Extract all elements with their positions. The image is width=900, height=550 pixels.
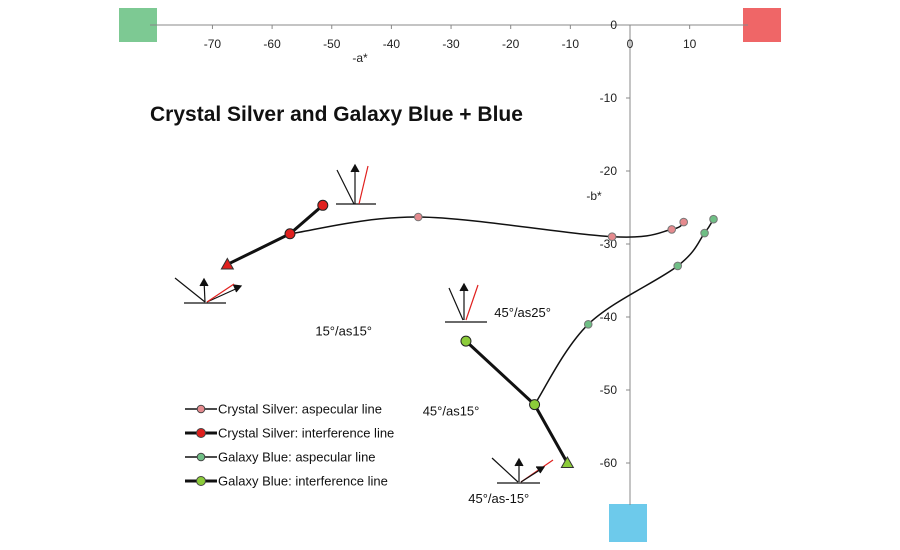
series-points	[220, 199, 718, 468]
data-point	[679, 217, 688, 227]
data-point	[413, 212, 423, 222]
blue-swatch	[609, 504, 647, 542]
reflection-diagram-icon	[491, 457, 554, 484]
data-point	[460, 335, 472, 347]
data-point	[709, 214, 718, 224]
series-line	[289, 216, 685, 238]
annotation-label: 45°/as15°	[423, 404, 480, 419]
y-axis-ticks: 0-10-20-30-40-50-60	[600, 18, 630, 470]
legend-label: Galaxy Blue: interference line	[218, 474, 388, 489]
legend: Crystal Silver: aspecular line Crystal Si…	[185, 402, 394, 489]
data-point	[220, 257, 235, 270]
y-tick-label: -10	[600, 91, 618, 105]
annotation-label: 45°/as25°	[494, 305, 551, 320]
legend-label: Galaxy Blue: aspecular line	[218, 450, 376, 465]
x-tick-label: 10	[683, 37, 697, 51]
series-line	[464, 339, 569, 464]
data-point	[284, 228, 296, 240]
reflection-diagram-icon	[174, 277, 243, 304]
x-axis-label: -a*	[352, 51, 368, 65]
x-tick-label: -10	[562, 37, 580, 51]
legend-marker	[196, 404, 206, 414]
series-line	[533, 218, 715, 406]
x-tick-label: -70	[204, 37, 222, 51]
legend-marker	[196, 452, 206, 462]
data-point	[607, 232, 617, 241]
reflection-diagram-icon	[336, 163, 376, 205]
reflection-diagram-icon	[445, 282, 487, 323]
x-tick-label: -40	[383, 37, 401, 51]
x-tick-label: -20	[502, 37, 520, 51]
y-tick-label: -20	[600, 164, 618, 178]
x-axis-ticks: -70 -60 -50 -40 -30 -20 -10 0 10	[204, 25, 697, 51]
data-point	[529, 399, 541, 411]
legend-label: Crystal Silver: aspecular line	[218, 402, 382, 417]
y-tick-label: -40	[600, 310, 618, 324]
data-point	[667, 225, 677, 234]
data-point	[673, 261, 683, 271]
x-tick-label: -30	[442, 37, 460, 51]
data-point	[560, 455, 575, 468]
y-axis-label: -b*	[586, 189, 602, 203]
series-lines	[226, 204, 715, 464]
y-tick-label: -50	[600, 383, 618, 397]
x-tick-label: 0	[627, 37, 634, 51]
data-point	[583, 320, 593, 329]
data-point	[317, 199, 329, 211]
annotation-label: 45°/as-15°	[468, 491, 529, 506]
x-tick-label: -50	[323, 37, 341, 51]
chart-title: Crystal Silver and Galaxy Blue + Blue	[150, 103, 523, 126]
red-swatch	[743, 8, 781, 42]
series-line	[226, 204, 324, 266]
data-point	[700, 228, 709, 238]
legend-label: Crystal Silver: interference line	[218, 426, 394, 441]
legend-marker	[196, 428, 206, 438]
x-tick-label: -60	[263, 37, 281, 51]
y-tick-label: -60	[600, 456, 618, 470]
annotations: 15°/as15° 45°/as25° 45°/as15° 45°/as-15°	[315, 305, 551, 506]
annotation-label: 15°/as15°	[315, 323, 372, 338]
legend-marker	[196, 476, 206, 486]
y-tick-label: 0	[610, 18, 617, 32]
